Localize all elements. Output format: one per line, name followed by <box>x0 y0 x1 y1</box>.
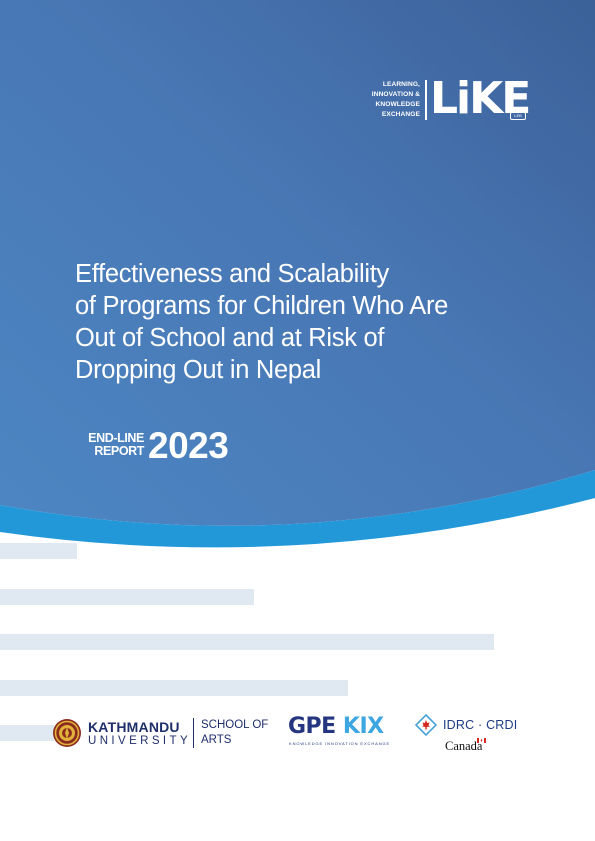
gpe-kix-tagline: KNOWLEDGE INNOVATION EXCHANGE <box>289 741 391 746</box>
ku-divider <box>193 718 194 748</box>
gpe-kix-logo: GPE KIX KNOWLEDGE INNOVATION EXCHANGE <box>288 715 394 751</box>
like-logo-icon: LEARNING, INNOVATION & KNOWLEDGE EXCHANG… <box>340 73 540 124</box>
canada-wordmark: Canada <box>445 739 483 753</box>
like-logo-divider <box>425 80 427 120</box>
title-line: Out of School and at Risk of <box>75 324 385 352</box>
idrc-logo: IDRC · CRDI Canada <box>415 714 525 758</box>
kix-wordmark: KIX <box>342 714 384 739</box>
kathmandu-university-logo: KATHMANDU UNIVERSITY SCHOOL OF ARTS <box>52 718 282 752</box>
report-year: 2023 <box>148 425 229 466</box>
hero-background <box>0 0 595 548</box>
report-title: Effectiveness and Scalability of Program… <box>75 258 475 386</box>
report-type-label: END-LINE REPORT <box>88 431 144 458</box>
idrc-emblem-icon <box>415 714 437 736</box>
title-line: of Programs for Children Who Are <box>75 292 449 320</box>
idrc-wordmark: IDRC · CRDI <box>443 718 518 732</box>
like-logo-sublabel: LEB <box>510 112 526 120</box>
like-logo-tagline: LEARNING, INNOVATION & KNOWLEDGE EXCHANG… <box>371 81 420 118</box>
gpe-wordmark: GPE <box>288 714 336 739</box>
hero-wave <box>0 470 595 548</box>
canada-flag-icon <box>477 738 486 743</box>
title-line: Effectiveness and Scalability <box>75 260 390 288</box>
like-logo-wordmark: LiKE <box>430 73 531 124</box>
partner-logos: KATHMANDU UNIVERSITY SCHOOL OF ARTS GPE … <box>0 700 595 760</box>
title-line: Dropping Out in Nepal <box>75 356 322 384</box>
ku-seal-icon <box>53 719 81 747</box>
